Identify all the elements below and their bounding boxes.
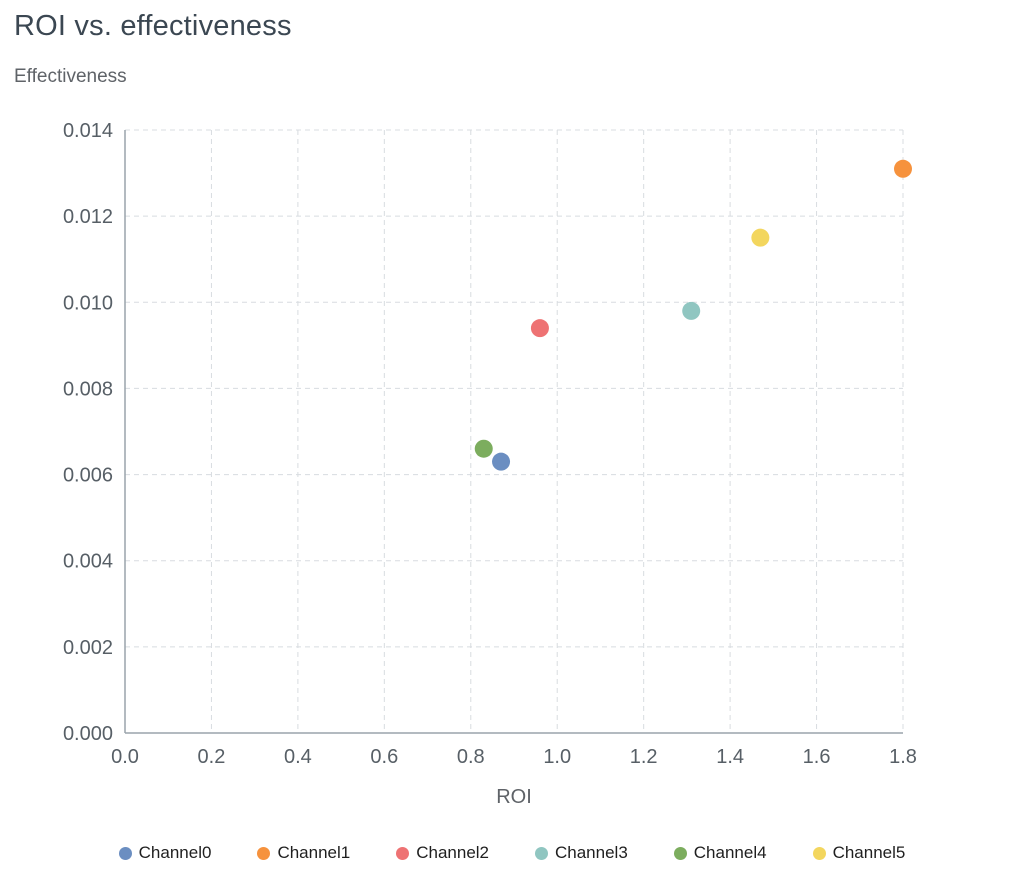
x-tick-label: 0.8	[457, 746, 485, 768]
x-tick-label: 1.2	[630, 746, 658, 768]
data-point-Channel4[interactable]	[474, 439, 493, 458]
legend-label: Channel4	[693, 843, 767, 862]
legend-marker-icon	[812, 846, 826, 860]
y-tick-label: 0.000	[63, 723, 113, 745]
y-tick-label: 0.010	[63, 292, 113, 314]
legend-marker-icon	[257, 846, 271, 860]
y-tick-label: 0.002	[63, 637, 113, 659]
chart-title: ROI vs. effectiveness	[14, 10, 292, 42]
x-axis-title: ROI	[496, 786, 532, 808]
y-axis-title: Effectiveness	[14, 66, 127, 87]
legend-marker-icon	[118, 846, 132, 860]
x-tick-label: 1.0	[543, 746, 571, 768]
data-point-Channel3[interactable]	[682, 301, 701, 320]
legend-label: Channel3	[555, 843, 628, 862]
legend-item-Channel4[interactable]: Channel4	[673, 843, 767, 863]
x-tick-label: 0.0	[111, 746, 139, 768]
y-tick-label: 0.014	[63, 120, 113, 142]
data-point-Channel2[interactable]	[530, 319, 549, 338]
legend-label: Channel5	[832, 843, 906, 862]
legend-marker-icon	[396, 846, 410, 860]
legend-item-Channel1[interactable]: Channel1	[257, 843, 350, 863]
legend-label: Channel0	[138, 843, 212, 862]
data-point-Channel5[interactable]	[751, 228, 770, 247]
data-point-Channel0[interactable]	[492, 452, 511, 471]
y-tick-label: 0.008	[63, 378, 113, 400]
legend-item-Channel0[interactable]: Channel0	[118, 843, 212, 863]
y-tick-label: 0.006	[63, 465, 113, 487]
legend-item-Channel5[interactable]: Channel5	[812, 843, 906, 863]
y-tick-label: 0.004	[63, 551, 113, 573]
x-tick-label: 1.4	[716, 746, 744, 768]
x-tick-label: 1.6	[803, 746, 831, 768]
x-tick-label: 1.8	[889, 746, 917, 768]
x-tick-label: 0.4	[284, 746, 312, 768]
legend-label: Channel1	[277, 843, 351, 862]
legend-marker-icon	[673, 846, 687, 860]
legend-marker-icon	[535, 846, 548, 860]
x-tick-label: 0.2	[198, 746, 226, 768]
legend: Channel0 Channel1 Channel2 Channel3 Channel4…	[0, 843, 1024, 863]
legend-item-Channel2[interactable]: Channel2	[396, 843, 489, 863]
data-point-Channel1[interactable]	[894, 159, 912, 178]
y-tick-label: 0.012	[63, 206, 113, 228]
x-tick-label: 0.6	[370, 746, 398, 768]
legend-label: Channel2	[416, 843, 489, 862]
legend-item-Channel3[interactable]: Channel3	[535, 843, 628, 863]
